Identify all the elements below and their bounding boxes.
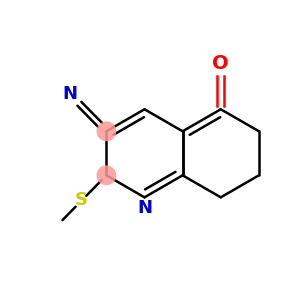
Circle shape xyxy=(97,165,116,185)
Text: N: N xyxy=(63,85,78,103)
Text: N: N xyxy=(137,199,152,217)
Circle shape xyxy=(97,122,116,141)
Text: S: S xyxy=(75,191,88,209)
Text: O: O xyxy=(212,53,229,73)
